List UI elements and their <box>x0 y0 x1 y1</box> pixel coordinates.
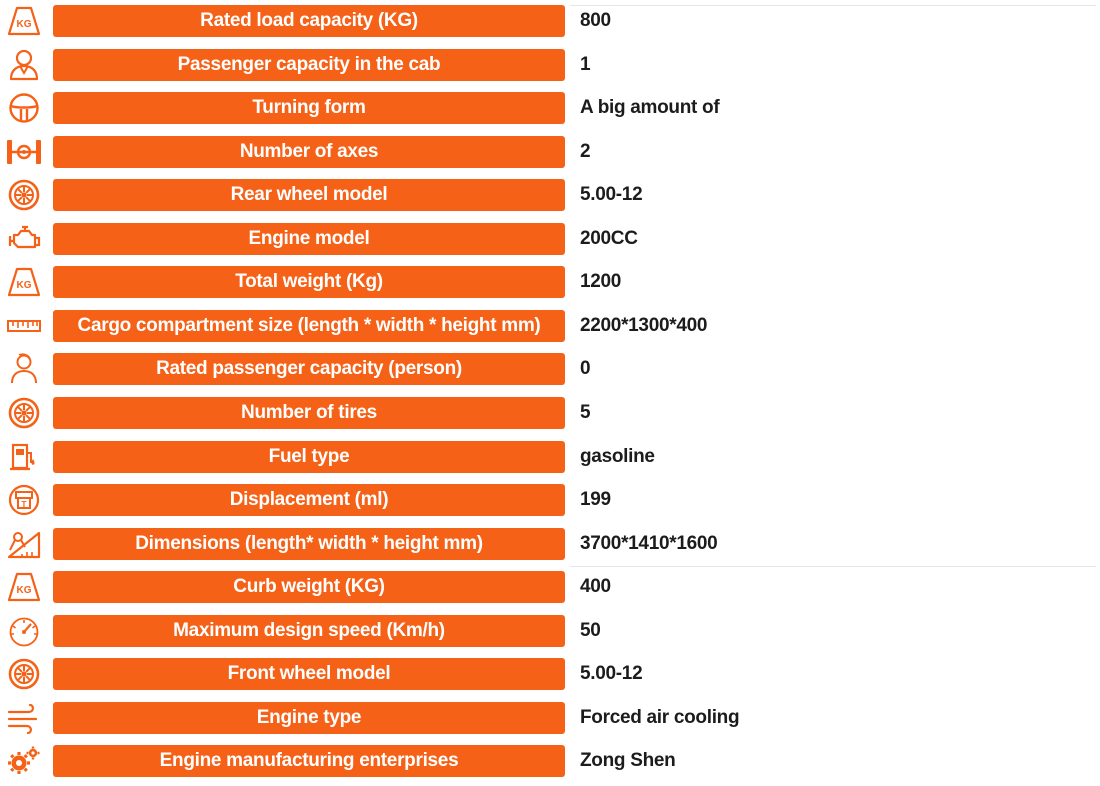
piston-icon: T <box>4 483 44 517</box>
row-divider <box>570 566 1096 567</box>
spec-label: Cargo compartment size (length * width *… <box>53 309 565 342</box>
wheel-icon <box>4 178 44 212</box>
spec-row: Rear wheel model 5.00-12 <box>0 174 1100 218</box>
spec-value: 199 <box>580 489 611 511</box>
kg-weight-icon: KG <box>4 570 44 604</box>
spec-value: 400 <box>580 576 611 598</box>
spec-label: Number of axes <box>53 135 565 168</box>
spec-row: KG Total weight (Kg) 1200 <box>0 261 1100 305</box>
spec-value: 200CC <box>580 227 638 249</box>
spec-label: Number of tires <box>53 396 565 429</box>
spec-value: 800 <box>580 10 611 31</box>
person-icon <box>4 352 44 386</box>
gears-icon <box>4 744 44 778</box>
spec-label: Passenger capacity in the cab <box>53 48 565 81</box>
spec-value: 1200 <box>580 271 622 293</box>
spec-row: Fuel type gasoline <box>0 436 1100 480</box>
spec-row: KG Rated load capacity (KG) 800 <box>0 0 1100 44</box>
svg-text:KG: KG <box>17 19 32 30</box>
spec-label: Engine model <box>53 222 565 255</box>
spec-label: Displacement (ml) <box>53 484 565 517</box>
row-divider <box>570 5 1096 6</box>
engine-icon <box>4 222 44 256</box>
spec-label: Rated load capacity (KG) <box>53 5 565 37</box>
spec-row: Dimensions (length* width * height mm) 37… <box>0 523 1100 567</box>
spec-value: gasoline <box>580 445 655 467</box>
spec-row: KG Curb weight (KG) 400 <box>0 566 1100 610</box>
spec-row: Passenger capacity in the cab 1 <box>0 44 1100 88</box>
wheel-icon <box>4 396 44 430</box>
passenger-icon <box>4 48 44 82</box>
spec-value: 50 <box>580 619 601 641</box>
spec-row: Number of axes 2 <box>0 131 1100 175</box>
spec-label: Curb weight (KG) <box>53 571 565 604</box>
spec-label: Maximum design speed (Km/h) <box>53 614 565 647</box>
spec-label: Engine manufacturing enterprises <box>53 745 565 778</box>
air-flow-icon <box>4 701 44 735</box>
spec-value: 2 <box>580 140 591 162</box>
spec-value: 3700*1410*1600 <box>580 532 718 554</box>
fuel-pump-icon <box>4 440 44 474</box>
spec-label: Engine type <box>53 701 565 734</box>
spec-row: Engine manufacturing enterprises Zong She… <box>0 740 1100 784</box>
spec-label: Turning form <box>53 92 565 125</box>
spec-label: Rear wheel model <box>53 179 565 212</box>
spec-label: Total weight (Kg) <box>53 266 565 299</box>
spec-value: 0 <box>580 358 591 380</box>
spec-value: Zong Shen <box>580 750 676 772</box>
spec-row: Turning form A big amount of <box>0 87 1100 131</box>
spec-row: T Displacement (ml) 199 <box>0 479 1100 523</box>
svg-text:KG: KG <box>17 280 32 291</box>
spec-value: 2200*1300*400 <box>580 314 708 336</box>
spec-row: Maximum design speed (Km/h) 50 <box>0 610 1100 654</box>
spec-label: Front wheel model <box>53 658 565 691</box>
spec-label: Rated passenger capacity (person) <box>53 353 565 386</box>
axle-icon <box>4 135 44 169</box>
kg-weight-icon: KG <box>4 4 44 38</box>
spec-row: Cargo compartment size (length * width *… <box>0 305 1100 349</box>
svg-text:T: T <box>22 500 27 509</box>
spec-value: 1 <box>580 53 591 75</box>
spec-row: Front wheel model 5.00-12 <box>0 653 1100 697</box>
steering-wheel-icon <box>4 91 44 125</box>
spec-label: Fuel type <box>53 440 565 473</box>
spec-row: Engine type Forced air cooling <box>0 697 1100 741</box>
ruler-icon <box>4 309 44 343</box>
spec-value: 5.00-12 <box>580 663 643 685</box>
spec-label: Dimensions (length* width * height mm) <box>53 527 565 560</box>
spec-value: 5.00-12 <box>580 184 643 206</box>
spec-value: 5 <box>580 401 591 423</box>
kg-weight-icon: KG <box>4 265 44 299</box>
svg-text:KG: KG <box>17 585 32 596</box>
spec-value: A big amount of <box>580 97 720 119</box>
speedometer-icon <box>4 614 44 648</box>
spec-value: Forced air cooling <box>580 706 740 728</box>
wheel-icon <box>4 657 44 691</box>
spec-row: Rated passenger capacity (person) 0 <box>0 348 1100 392</box>
drafting-compass-icon <box>4 527 44 561</box>
spec-row: Engine model 200CC <box>0 218 1100 262</box>
spec-row: Number of tires 5 <box>0 392 1100 436</box>
